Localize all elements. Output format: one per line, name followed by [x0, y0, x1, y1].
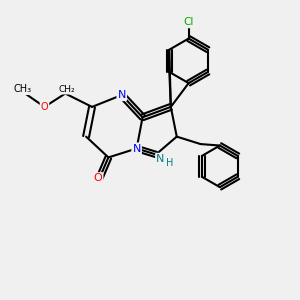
Text: H: H	[166, 158, 173, 168]
Text: O: O	[94, 173, 102, 183]
Text: Cl: Cl	[184, 17, 194, 27]
Text: N: N	[118, 90, 126, 100]
Text: N: N	[132, 143, 141, 154]
Text: N: N	[156, 154, 165, 164]
Text: CH₃: CH₃	[13, 84, 31, 94]
Text: CH₂: CH₂	[58, 85, 75, 94]
Text: O: O	[41, 102, 48, 112]
